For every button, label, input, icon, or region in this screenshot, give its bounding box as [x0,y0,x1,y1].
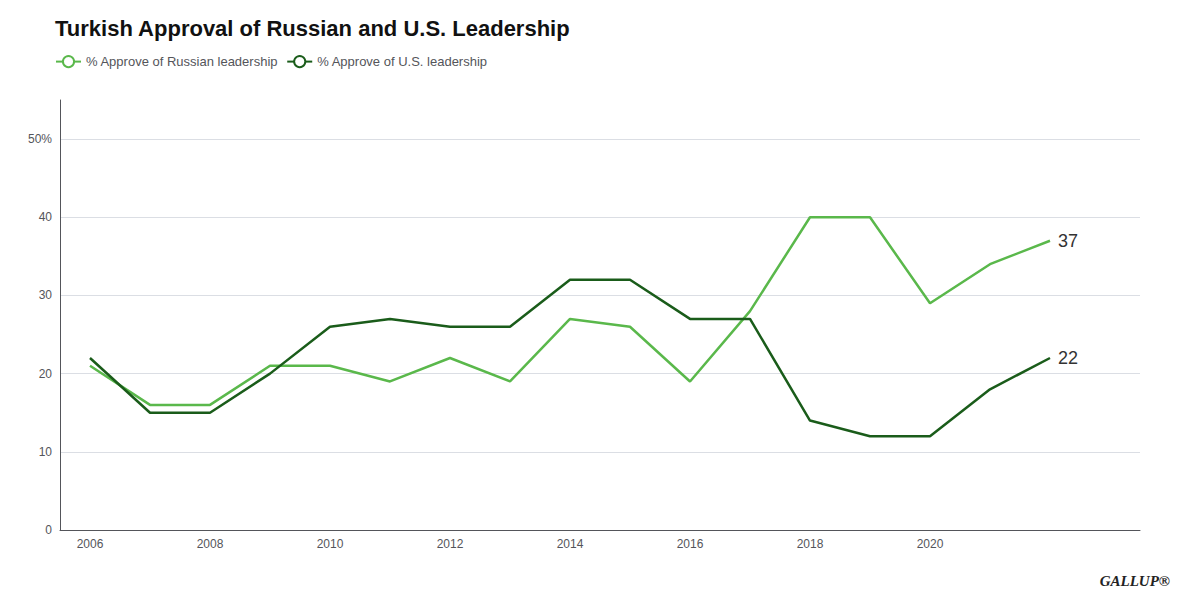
svg-text:GALLUP®: GALLUP® [1100,573,1170,589]
svg-text:Turkish Approval of Russian an: Turkish Approval of Russian and U.S. Lea… [55,16,570,41]
svg-text:22: 22 [1058,348,1078,368]
svg-text:0: 0 [45,523,52,537]
svg-text:% Approve of Russian leadershi: % Approve of Russian leadership [86,54,278,69]
svg-text:2008: 2008 [197,537,224,551]
svg-text:37: 37 [1058,231,1078,251]
svg-text:30: 30 [39,288,53,302]
svg-text:% Approve of U.S. leadership: % Approve of U.S. leadership [317,54,487,69]
svg-text:10: 10 [39,445,53,459]
svg-text:20: 20 [39,367,53,381]
svg-text:2010: 2010 [317,537,344,551]
svg-text:50%: 50% [28,132,52,146]
svg-text:2016: 2016 [677,537,704,551]
svg-text:40: 40 [39,210,53,224]
svg-text:2014: 2014 [557,537,584,551]
svg-text:2020: 2020 [917,537,944,551]
svg-text:2012: 2012 [437,537,464,551]
svg-text:2018: 2018 [797,537,824,551]
svg-text:2006: 2006 [77,537,104,551]
